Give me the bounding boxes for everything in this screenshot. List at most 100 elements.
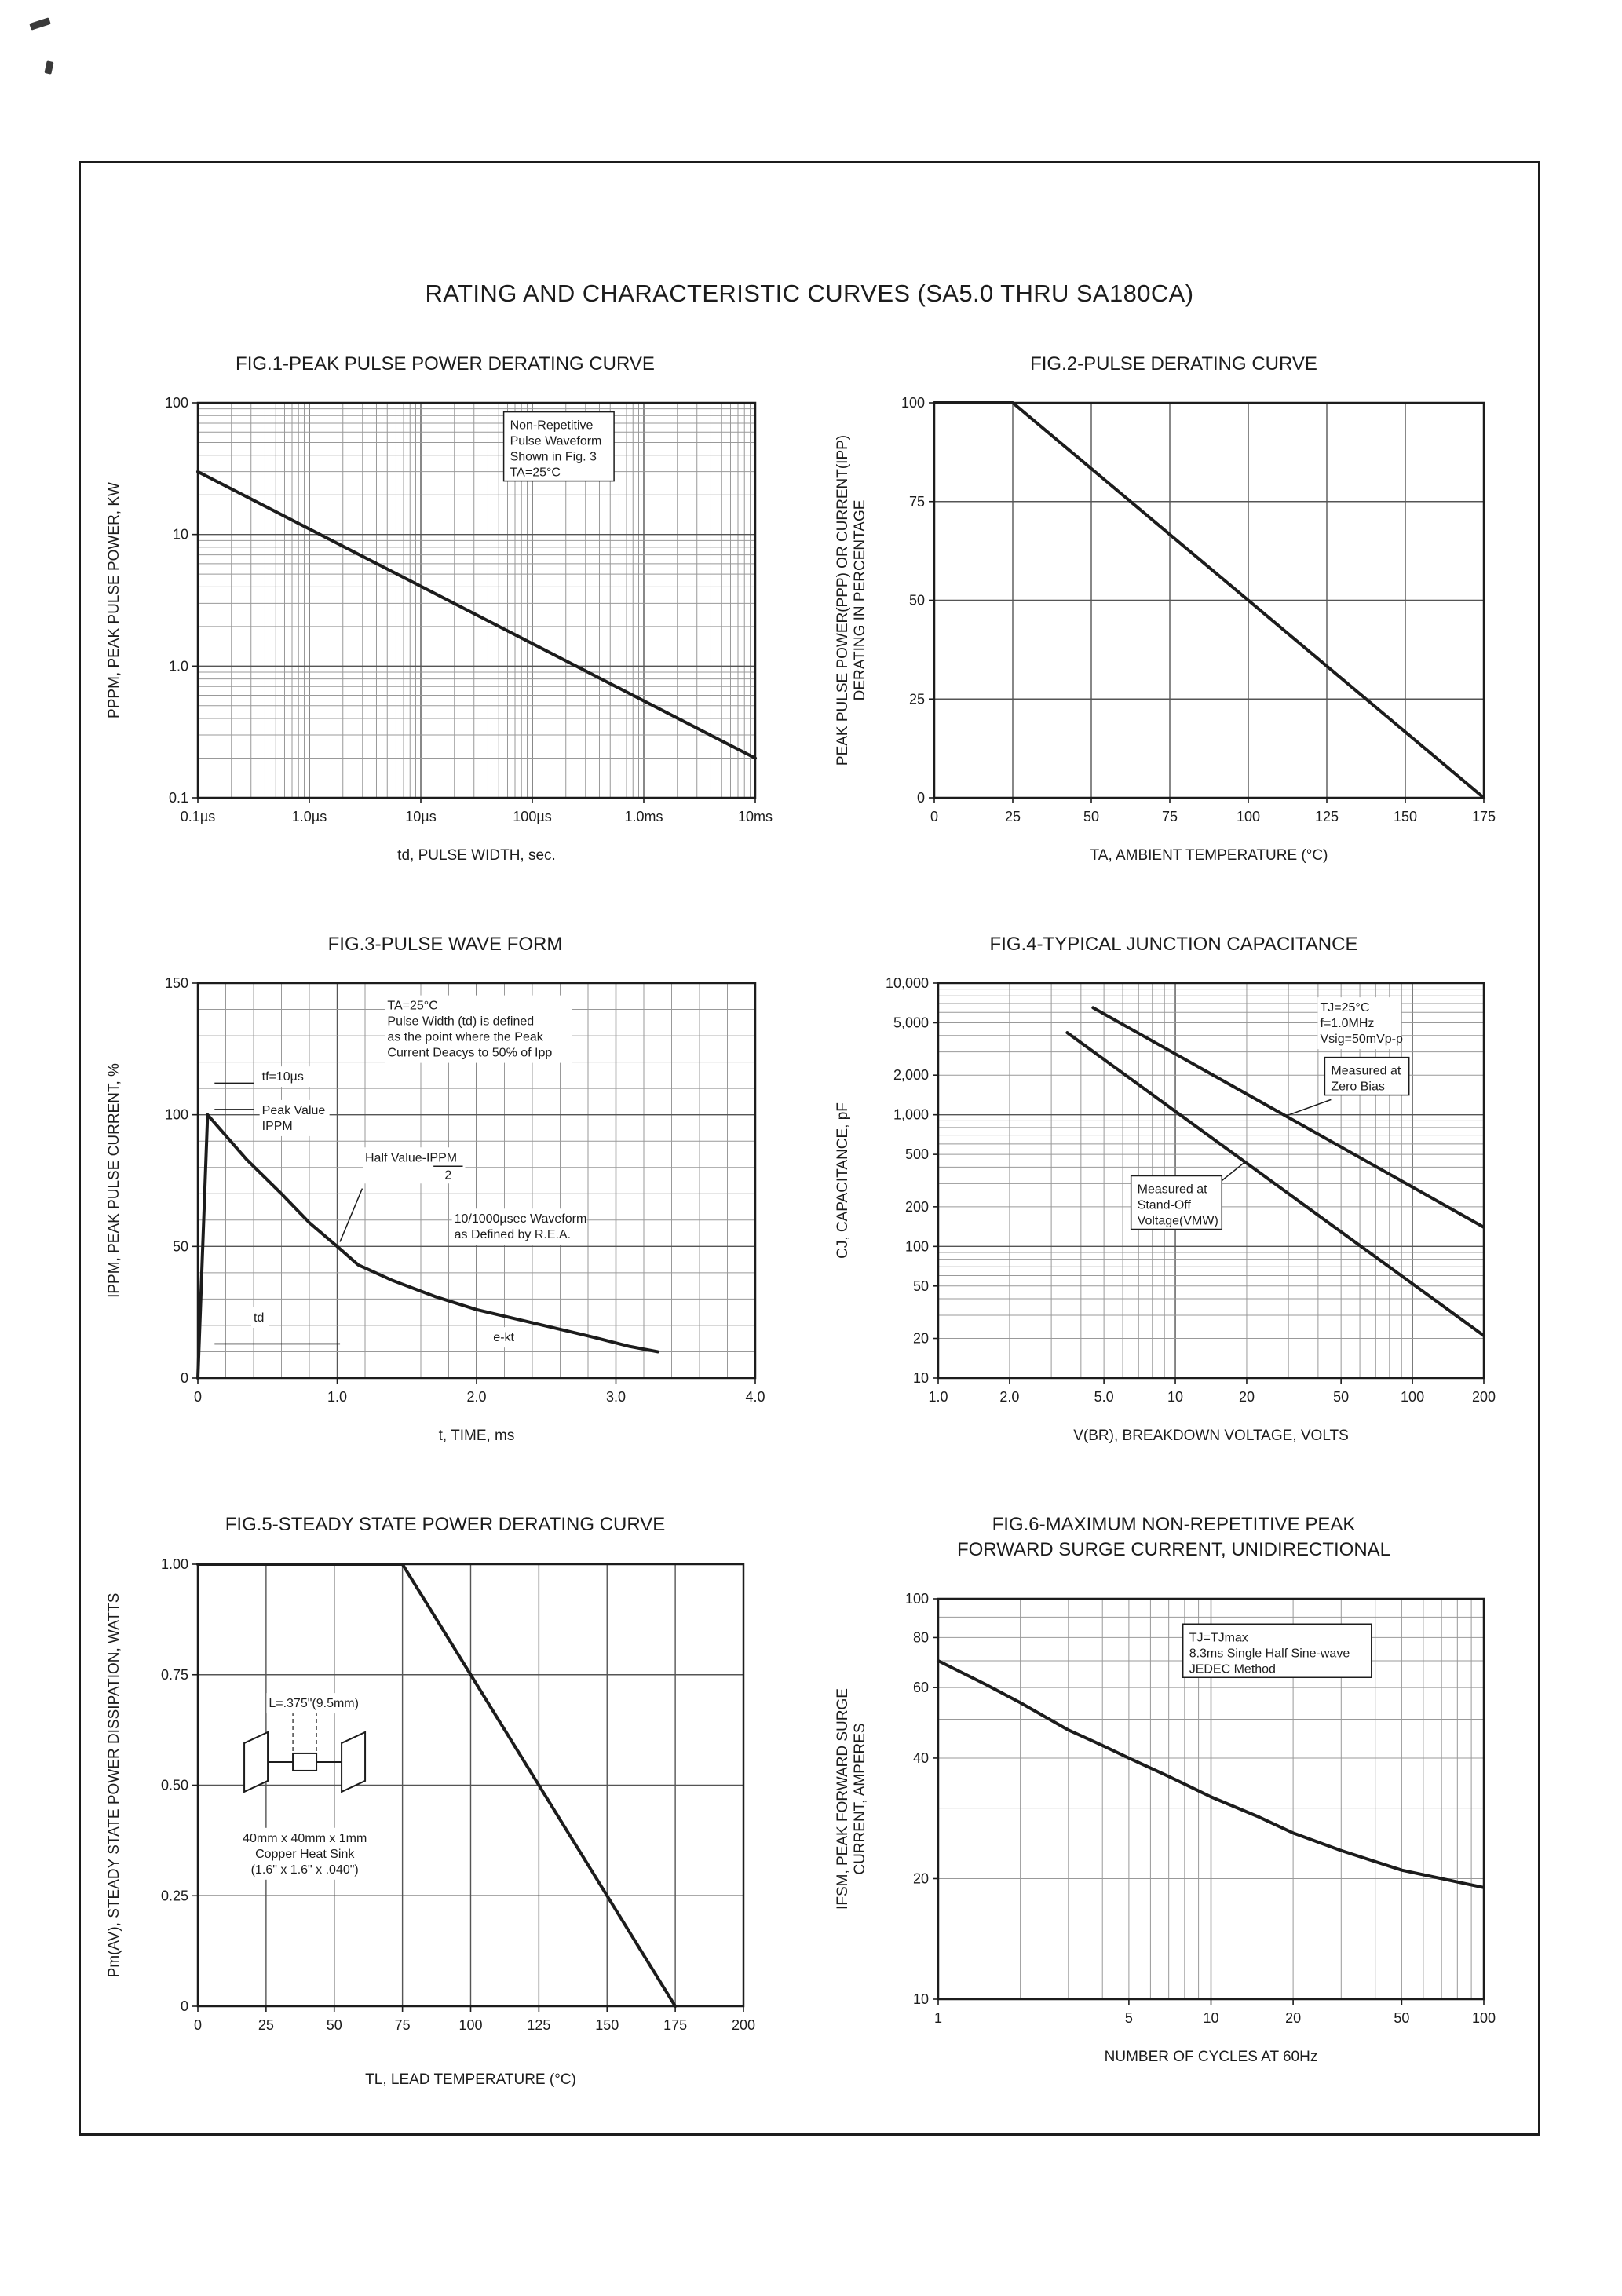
page-title: RATING AND CHARACTERISTIC CURVES (SA5.0 …	[425, 280, 1194, 307]
svg-text:0: 0	[194, 2017, 202, 2033]
figure-2-title: FIG.2-PULSE DERATING CURVE	[1030, 353, 1317, 375]
page-border-frame: RATING AND CHARACTERISTIC CURVES (SA5.0 …	[79, 161, 1540, 2136]
svg-text:175: 175	[663, 2017, 687, 2033]
figure-5: FIG.5-STEADY STATE POWER DERATING CURVE …	[100, 1512, 791, 2096]
svg-text:1.0ms: 1.0ms	[624, 809, 663, 824]
svg-text:2.0: 2.0	[999, 1389, 1019, 1405]
svg-text:75: 75	[395, 2017, 411, 2033]
svg-text:100: 100	[901, 395, 925, 411]
svg-text:Half Value-IPPM: Half Value-IPPM	[365, 1152, 457, 1165]
svg-text:2,000: 2,000	[893, 1068, 929, 1084]
svg-text:100: 100	[905, 1591, 929, 1607]
svg-text:150: 150	[1394, 809, 1417, 824]
svg-text:TJ=TJmax: TJ=TJmax	[1189, 1631, 1248, 1644]
svg-text:125: 125	[527, 2017, 550, 2033]
svg-text:50: 50	[173, 1239, 188, 1255]
svg-text:Peak Value: Peak Value	[262, 1104, 326, 1117]
svg-text:Zero Bias: Zero Bias	[1331, 1080, 1384, 1094]
svg-text:Measured at: Measured at	[1331, 1065, 1401, 1078]
svg-text:1.0: 1.0	[928, 1389, 948, 1405]
svg-text:CURRENT, AMPERES: CURRENT, AMPERES	[852, 1723, 868, 1874]
svg-text:100: 100	[1237, 809, 1260, 824]
svg-text:50: 50	[1333, 1389, 1349, 1405]
figure-6-title: FIG.6-MAXIMUM NON-REPETITIVE PEAK FORWAR…	[956, 1514, 1391, 1560]
figure-6: FIG.6-MAXIMUM NON-REPETITIVE PEAK FORWAR…	[828, 1512, 1519, 2073]
svg-text:0.50: 0.50	[161, 1777, 188, 1793]
svg-text:Non-Repetitive: Non-Repetitive	[510, 419, 594, 433]
figure-5-title: FIG.5-STEADY STATE POWER DERATING CURVE	[225, 1514, 666, 1536]
svg-text:40mm x 40mm x 1mm: 40mm x 40mm x 1mm	[243, 1831, 367, 1844]
svg-text:0: 0	[194, 1389, 202, 1405]
svg-text:IPPM: IPPM	[262, 1120, 293, 1133]
svg-text:Pulse Width (td) is defined: Pulse Width (td) is defined	[387, 1015, 534, 1029]
svg-text:10: 10	[913, 1370, 929, 1386]
svg-text:75: 75	[1162, 809, 1178, 824]
svg-text:0: 0	[930, 809, 938, 824]
svg-text:10ms: 10ms	[738, 809, 773, 824]
figure-5-chart: 0 25 50 75 100 125 150 175 200 0 0.25 0.50 0.75 1.00 T…	[106, 1556, 755, 2088]
svg-text:CJ, CAPACITANCE, pF: CJ, CAPACITANCE, pF	[835, 1102, 851, 1259]
figure-4: FIG.4-TYPICAL JUNCTION CAPACITANCE 1.0 2.…	[828, 932, 1519, 1453]
svg-text:10: 10	[1203, 2010, 1218, 2026]
svg-text:TA, AMBIENT TEMPERATURE (°C): TA, AMBIENT TEMPERATURE (°C)	[1090, 847, 1328, 864]
svg-text:NUMBER OF CYCLES AT 60Hz: NUMBER OF CYCLES AT 60Hz	[1105, 2049, 1318, 2065]
svg-text:5.0: 5.0	[1094, 1389, 1114, 1405]
svg-text:100µs: 100µs	[513, 809, 551, 824]
figure-6-chart: 1 5 10 20 50 100 10 20 40 60 80 100 NUMBER OF CYCLES…	[835, 1591, 1496, 2065]
svg-text:as Defined by R.E.A.: as Defined by R.E.A.	[455, 1229, 572, 1242]
svg-text:10,000: 10,000	[886, 975, 929, 991]
svg-text:0: 0	[181, 1370, 188, 1386]
svg-text:t, TIME, ms: t, TIME, ms	[439, 1428, 515, 1444]
figure-3-title: FIG.3-PULSE WAVE FORM	[327, 934, 563, 956]
svg-text:50: 50	[913, 1278, 929, 1294]
svg-text:Measured at: Measured at	[1138, 1183, 1207, 1197]
svg-text:4.0: 4.0	[745, 1389, 765, 1405]
svg-text:100: 100	[165, 1107, 188, 1123]
scan-artifact	[29, 17, 51, 31]
svg-text:500: 500	[905, 1147, 929, 1163]
svg-text:1.0: 1.0	[327, 1389, 347, 1405]
svg-text:td: td	[254, 1311, 264, 1325]
svg-text:1.0µs: 1.0µs	[292, 809, 327, 824]
svg-text:Current Deacys to 50% of Ipp: Current Deacys to 50% of Ipp	[387, 1047, 552, 1060]
svg-text:20: 20	[1239, 1389, 1255, 1405]
svg-text:V(BR), BREAKDOWN VOLTAGE, VOLT: V(BR), BREAKDOWN VOLTAGE, VOLTS	[1073, 1428, 1349, 1444]
svg-text:150: 150	[595, 2017, 619, 2033]
svg-text:80: 80	[913, 1629, 929, 1645]
svg-text:0: 0	[181, 1998, 188, 2014]
svg-text:3.0: 3.0	[606, 1389, 626, 1405]
svg-text:1.00: 1.00	[161, 1556, 188, 1572]
figure-4-title: FIG.4-TYPICAL JUNCTION CAPACITANCE	[989, 934, 1358, 956]
svg-text:tf=10µs: tf=10µs	[262, 1071, 304, 1084]
svg-text:Pm(AV), STEADY STATE POWER DIS: Pm(AV), STEADY STATE POWER DISSIPATION, …	[106, 1592, 122, 1977]
svg-text:TJ=25°C: TJ=25°C	[1321, 1001, 1370, 1015]
svg-text:1.0: 1.0	[169, 659, 188, 675]
svg-text:75: 75	[909, 494, 925, 510]
svg-text:(1.6" x 1.6" x .040"): (1.6" x 1.6" x .040")	[251, 1863, 359, 1876]
svg-text:as the point where the Peak: as the point where the Peak	[387, 1031, 543, 1044]
svg-text:0.1µs: 0.1µs	[181, 809, 215, 824]
svg-text:0.75: 0.75	[161, 1666, 188, 1682]
svg-text:td, PULSE WIDTH, sec.: td, PULSE WIDTH, sec.	[397, 847, 556, 864]
svg-text:Voltage(VMW): Voltage(VMW)	[1138, 1215, 1218, 1228]
svg-text:TA=25°C: TA=25°C	[510, 466, 561, 480]
svg-text:Vsig=50mVp-p: Vsig=50mVp-p	[1321, 1033, 1403, 1046]
svg-text:0: 0	[917, 790, 925, 806]
svg-text:0.25: 0.25	[161, 1888, 188, 1903]
svg-text:10µs: 10µs	[405, 809, 436, 824]
figure-2: FIG.2-PULSE DERATING CURVE 0 25 50 75 100 125…	[828, 352, 1519, 872]
figure-1-title: FIG.1-PEAK PULSE POWER DERATING CURVE	[236, 353, 655, 375]
svg-text:e-kt: e-kt	[493, 1332, 514, 1345]
svg-text:f=1.0MHz: f=1.0MHz	[1321, 1017, 1375, 1030]
svg-text:IFSM, PEAK FORWARD SURGE: IFSM, PEAK FORWARD SURGE	[835, 1688, 851, 1910]
figure-1-chart: 0.1µs 1.0µs 10µs 100µs 1.0ms 10ms 0.1 1.0 10 100 t…	[106, 395, 773, 864]
svg-text:60: 60	[913, 1680, 929, 1695]
figure-1: FIG.1-PEAK PULSE POWER DERATING CURVE 0.…	[100, 352, 791, 872]
figures-grid: FIG.1-PEAK PULSE POWER DERATING CURVE 0.…	[81, 352, 1538, 2097]
svg-text:200: 200	[1472, 1389, 1496, 1405]
svg-text:50: 50	[1394, 2010, 1409, 2026]
svg-text:25: 25	[1005, 809, 1021, 824]
svg-text:50: 50	[909, 593, 925, 609]
svg-text:100: 100	[905, 1239, 929, 1255]
